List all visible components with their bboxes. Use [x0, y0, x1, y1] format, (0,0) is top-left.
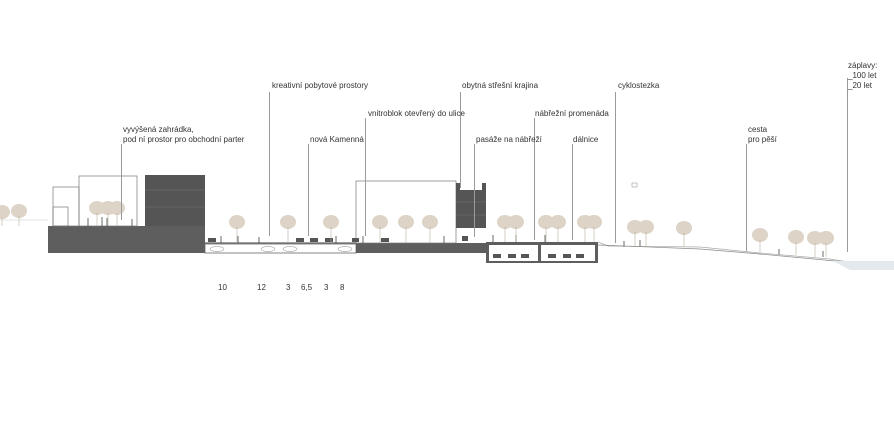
tree-canopy — [788, 230, 804, 244]
tree-canopy — [11, 204, 27, 218]
outline-building-small — [52, 186, 80, 227]
trees — [0, 201, 834, 257]
tree-canopy — [676, 221, 692, 235]
dimension-label: 6,5 — [301, 283, 313, 292]
leader-kreativni — [269, 92, 270, 236]
label-pasaze: pasáže na nábřeží — [476, 135, 542, 144]
tree-canopy — [627, 220, 643, 234]
label-cyklostezka: cyklostezka — [618, 81, 660, 90]
dimension-label: 3 — [286, 283, 291, 292]
label-20-let: _20 let — [848, 81, 873, 90]
label-dalnice: dálnice — [573, 135, 599, 144]
tree-canopy — [422, 215, 438, 229]
label-vnitroblok: vnitroblok otevřený do ulice — [368, 109, 465, 118]
tree-canopy — [398, 215, 414, 229]
leader-cesta — [746, 144, 747, 251]
tree-canopy — [280, 215, 296, 229]
label-zaplavy: záplavy: — [848, 61, 878, 70]
tree-canopy — [109, 201, 125, 215]
podium-left — [48, 226, 205, 253]
tree-canopy — [818, 231, 834, 245]
label-kreativni: kreativní pobytové prostory — [272, 81, 369, 90]
tree-canopy — [807, 231, 823, 245]
dark-building — [145, 175, 205, 226]
tree-canopy — [508, 215, 524, 229]
dark-building-middle — [456, 190, 486, 228]
highway-cars — [493, 254, 584, 258]
dimension-label: 8 — [340, 283, 345, 292]
tree-canopy — [638, 220, 654, 234]
tree-canopy — [586, 215, 602, 229]
label-100-let: _100 let — [848, 71, 877, 80]
leader-zaplavy — [847, 78, 848, 252]
leader-nova-kamenna — [308, 144, 309, 236]
leader-cyklostezka — [615, 92, 616, 243]
leader-pasaze — [474, 144, 475, 237]
dimension-label: 3 — [324, 283, 329, 292]
tree-canopy — [752, 228, 768, 242]
leader-dalnice — [572, 144, 573, 240]
label-obytna: obytná střešní krajina — [462, 81, 539, 90]
tree-canopy — [323, 215, 339, 229]
river-water — [833, 261, 894, 270]
podium-middle — [356, 243, 486, 253]
label-vyvysena: vyvýšená zahrádka, — [123, 125, 194, 134]
tree-canopy — [0, 205, 10, 219]
dimension-label: 10 — [218, 283, 227, 292]
leader-nabrezni — [534, 118, 535, 240]
tree-canopy — [229, 215, 245, 229]
dimension-label: 12 — [257, 283, 266, 292]
tree-canopy — [550, 215, 566, 229]
tunnel-left — [204, 243, 357, 254]
label-cesta: cesta — [748, 125, 768, 134]
leader-vnitroblok — [365, 118, 366, 236]
label-pro-pesi: pro pěší — [748, 135, 777, 144]
outline-annex — [52, 206, 69, 227]
leader-obytna — [460, 92, 461, 188]
tree-canopy — [497, 215, 513, 229]
leader-vyvysena — [121, 144, 122, 220]
tree-canopy — [372, 215, 388, 229]
tree-canopy — [538, 215, 554, 229]
label-nova-kamenna: nová Kamenná — [310, 135, 364, 144]
highway-deck — [486, 242, 598, 245]
street-cars — [208, 236, 468, 242]
label-pod-ni: pod ní prostor pro obchodní parter — [123, 135, 245, 144]
label-nabrezni: nábřežní promenáda — [535, 109, 609, 118]
tree-canopy — [89, 201, 105, 215]
